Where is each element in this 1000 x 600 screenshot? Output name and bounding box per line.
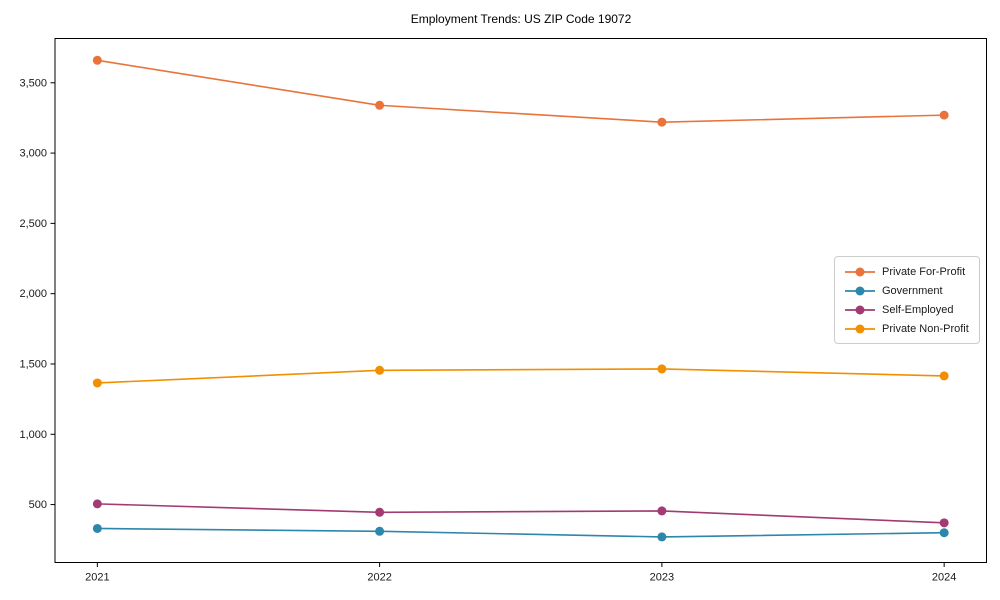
x-tick-label: 2022	[367, 572, 391, 584]
line-series-private-for-profit	[96, 59, 945, 123]
data-point-private-for-profit-2022	[375, 100, 385, 110]
y-tick-label: 2,500	[19, 218, 47, 230]
legend-label-government: Government	[882, 284, 943, 297]
data-point-self-employed-2024	[939, 518, 949, 528]
x-tick-label: 2021	[85, 572, 109, 584]
x-tick-label: 2023	[650, 572, 674, 584]
data-point-private-for-profit-2021	[92, 55, 102, 65]
y-tick-label: 2,000	[19, 288, 47, 300]
data-point-government-2021	[92, 523, 102, 533]
legend-entry-self-employed: Self-Employed	[844, 301, 973, 319]
data-point-self-employed-2023	[657, 506, 667, 516]
legend-entry-private-non-profit: Private Non-Profit	[844, 320, 973, 338]
data-point-private-for-profit-2023	[657, 117, 667, 127]
chart-title: Employment Trends: US ZIP Code 19072	[410, 12, 632, 26]
data-point-private-non-profit-2021	[92, 378, 102, 388]
data-point-private-for-profit-2024	[939, 110, 949, 120]
data-point-government-2023	[657, 532, 667, 542]
x-tick-label: 2024	[932, 572, 956, 584]
line-series-self-employed	[96, 503, 945, 524]
y-tick-label: 500	[29, 499, 47, 511]
data-point-self-employed-2022	[375, 507, 385, 517]
legend-label-private-non-profit: Private Non-Profit	[882, 322, 969, 335]
y-tick-label: 1,500	[19, 358, 47, 370]
data-point-private-non-profit-2022	[375, 365, 385, 375]
y-tick-label: 3,500	[19, 77, 47, 89]
line-series-private-non-profit	[96, 368, 945, 384]
data-point-government-2024	[939, 528, 949, 538]
legend-entry-private-for-profit: Private For-Profit	[844, 263, 973, 281]
data-point-self-employed-2021	[92, 499, 102, 509]
axes-spines	[54, 38, 987, 563]
legend-label-private-for-profit: Private For-Profit	[882, 265, 966, 278]
data-point-private-non-profit-2024	[939, 371, 949, 381]
legend-line-marker-icon	[845, 286, 875, 295]
y-tick-label: 1,000	[19, 429, 47, 441]
legend-entry-government: Government	[844, 282, 973, 300]
chart-legend: Private For-Profit Government Self-Employe…	[834, 256, 980, 344]
legend-label-self-employed: Self-Employed	[882, 303, 954, 316]
legend-line-marker-icon	[845, 267, 875, 276]
data-point-private-non-profit-2023	[657, 364, 667, 374]
legend-line-marker-icon	[845, 305, 875, 314]
legend-line-marker-icon	[845, 324, 875, 333]
data-point-government-2022	[375, 526, 385, 536]
line-series-government	[96, 527, 945, 538]
y-tick-label: 3,000	[19, 148, 47, 160]
